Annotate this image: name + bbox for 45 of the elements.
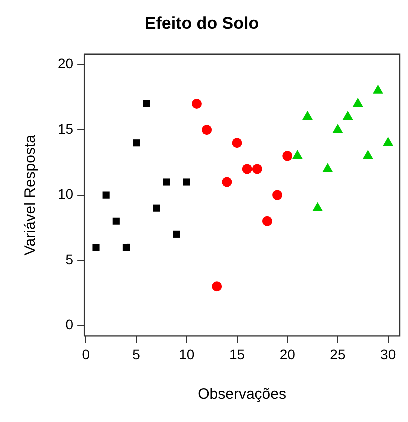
point: [183, 178, 190, 186]
point: [102, 192, 110, 199]
point: [242, 164, 252, 174]
x-axis-title: Observações: [198, 386, 286, 404]
x-tick-label: 0: [82, 346, 90, 362]
point: [312, 202, 324, 212]
point: [202, 125, 212, 136]
point: [252, 164, 262, 174]
x-tick-label: 15: [229, 346, 246, 362]
point: [292, 150, 303, 160]
x-tick-label: 20: [280, 346, 296, 362]
y-tick-label: 20: [58, 56, 74, 72]
x-tick-label: 25: [330, 346, 346, 362]
point: [282, 151, 293, 162]
point: [92, 244, 100, 252]
point: [143, 100, 150, 108]
y-tick-label: 15: [58, 120, 74, 137]
x-tick-label: 5: [132, 346, 141, 362]
point: [352, 98, 364, 107]
x-tick-label: 30: [380, 346, 396, 362]
point: [262, 216, 272, 226]
y-tick-label: 5: [66, 251, 74, 268]
point: [342, 111, 354, 120]
y-axis-title: Variável Resposta: [22, 134, 40, 256]
chart-title: Efeito do Solo: [144, 14, 260, 33]
point: [192, 98, 202, 109]
point: [122, 244, 130, 252]
point: [272, 190, 283, 200]
point: [222, 177, 232, 188]
y-tick-label: 0: [66, 316, 74, 333]
point: [133, 140, 140, 147]
point: [332, 124, 344, 134]
point: [173, 230, 180, 238]
point: [383, 137, 394, 146]
point: [302, 111, 313, 120]
point: [373, 84, 384, 94]
point: [362, 150, 374, 160]
point: [153, 204, 160, 212]
point: [112, 218, 120, 225]
point: [163, 178, 170, 186]
point: [232, 138, 242, 148]
point: [212, 282, 222, 292]
y-tick-label: 10: [58, 186, 74, 202]
point: [322, 163, 334, 172]
x-tick-label: 10: [179, 346, 195, 362]
